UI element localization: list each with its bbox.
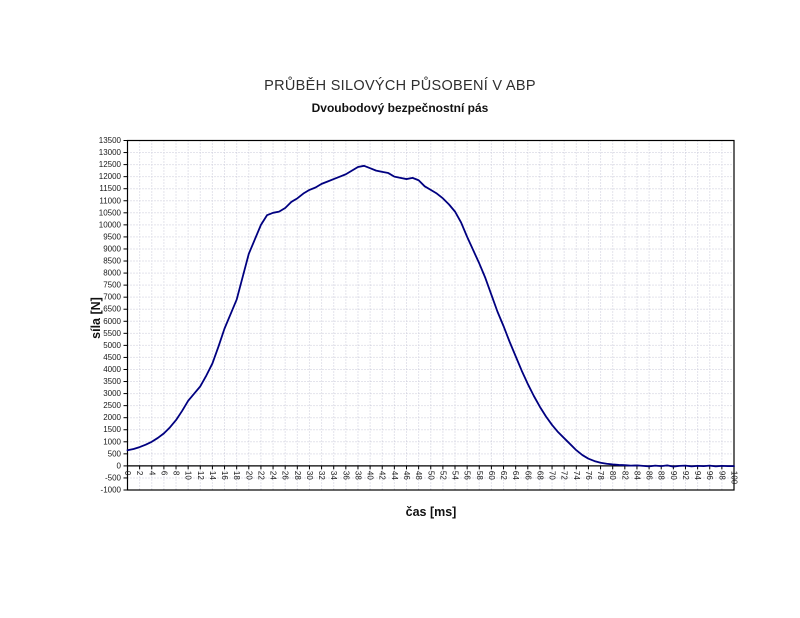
y-tick-label: 11000 <box>99 196 121 205</box>
x-tick-label: 2 <box>135 471 144 476</box>
y-tick-label: 4000 <box>103 365 121 374</box>
x-tick-label: 64 <box>511 471 520 480</box>
x-tick-label: 16 <box>220 471 229 480</box>
x-tick-label: 80 <box>608 471 617 480</box>
x-tick-label: 26 <box>281 471 290 480</box>
x-tick-label: 32 <box>317 471 326 480</box>
y-tick-label: -1000 <box>101 486 122 495</box>
x-tick-label: 12 <box>196 471 205 480</box>
x-tick-label: 50 <box>426 471 435 480</box>
y-tick-label: 2500 <box>103 401 121 410</box>
y-tick-label: 12000 <box>99 172 122 181</box>
x-tick-label: 56 <box>463 471 472 480</box>
y-tick-label: 6000 <box>103 317 121 326</box>
x-tick-label: 6 <box>159 471 168 476</box>
x-tick-label: 40 <box>366 471 375 480</box>
y-tick-label: 4500 <box>103 353 121 362</box>
x-tick-label: 8 <box>172 471 181 476</box>
series-line <box>126 164 735 468</box>
y-tick-label: 10500 <box>99 208 122 217</box>
y-tick-label: 13000 <box>99 148 122 157</box>
x-tick-label: 44 <box>390 471 399 480</box>
x-tick-label: 78 <box>596 471 605 480</box>
y-tick-label: 6500 <box>103 305 121 314</box>
x-tick-label: 10 <box>184 471 193 480</box>
y-tick-label: 7000 <box>103 293 121 302</box>
x-tick-label: 22 <box>256 471 265 480</box>
x-tick-label: 82 <box>620 471 629 480</box>
y-tick-label: 5500 <box>103 329 121 338</box>
y-tick-label: 1500 <box>103 425 121 434</box>
x-tick-label: 94 <box>693 471 702 480</box>
x-tick-label: 24 <box>269 471 278 480</box>
x-tick-label: 68 <box>535 471 544 480</box>
x-tick-label: 48 <box>414 471 423 480</box>
y-tick-label: 3000 <box>103 389 121 398</box>
x-tick-label: 4 <box>147 471 156 476</box>
y-tick-label: 11500 <box>99 184 121 193</box>
x-tick-label: 30 <box>305 471 314 480</box>
x-tick-label: 38 <box>353 471 362 480</box>
x-tick-label: 96 <box>705 471 714 480</box>
x-tick-label: 98 <box>717 471 726 480</box>
x-tick-label: 58 <box>475 471 484 480</box>
x-tick-label: 70 <box>548 471 557 480</box>
x-tick-label: 66 <box>523 471 532 480</box>
y-tick-label: 8500 <box>103 257 121 266</box>
x-tick-label: 34 <box>329 471 338 480</box>
y-tick-label: 5000 <box>103 341 121 350</box>
x-tick-label: 46 <box>402 471 411 480</box>
y-tick-label: 3500 <box>103 377 121 386</box>
x-tick-label: 14 <box>208 471 217 480</box>
y-tick-label: 2000 <box>103 413 121 422</box>
y-tick-label: 9000 <box>103 244 121 253</box>
y-tick-label: 13500 <box>99 136 122 145</box>
x-tick-label: 42 <box>378 471 387 480</box>
x-tick-label: 52 <box>438 471 447 480</box>
x-tick-label: 18 <box>232 471 241 480</box>
x-tick-label: 92 <box>681 471 690 480</box>
chart-title: PRŮBĚH SILOVÝCH PŮSOBENÍ V ABP <box>264 78 536 94</box>
y-tick-label: 0 <box>117 461 122 470</box>
y-tick-label: 10000 <box>99 220 122 229</box>
y-tick-label: 8000 <box>103 269 121 278</box>
x-tick-label: 88 <box>657 471 666 480</box>
y-tick-label: 500 <box>108 449 122 458</box>
x-tick-label: 76 <box>584 471 593 480</box>
x-tick-label: 86 <box>645 471 654 480</box>
x-tick-label: 0 <box>123 471 132 476</box>
x-tick-label: 28 <box>293 471 302 480</box>
x-tick-label: 100 <box>730 471 739 485</box>
chart-subtitle: Dvoubodový bezpečnostní pás <box>311 101 489 115</box>
y-tick-label: 12500 <box>99 160 122 169</box>
x-tick-label: 36 <box>341 471 350 480</box>
plot-border <box>126 139 735 491</box>
y-tick-label: 1000 <box>103 437 121 446</box>
x-tick-label: 54 <box>451 471 460 480</box>
y-tick-label: 7500 <box>103 281 121 290</box>
y-tick-label: -500 <box>105 473 122 482</box>
x-tick-label: 72 <box>560 471 569 480</box>
x-tick-label: 74 <box>572 471 581 480</box>
x-tick-label: 84 <box>632 471 641 480</box>
x-tick-label: 60 <box>487 471 496 480</box>
x-tick-label: 20 <box>244 471 253 480</box>
y-tick-label: 9500 <box>103 232 121 241</box>
x-tick-label: 62 <box>499 471 508 480</box>
x-axis-title: čas [ms] <box>405 505 457 519</box>
x-tick-label: 90 <box>669 471 678 480</box>
